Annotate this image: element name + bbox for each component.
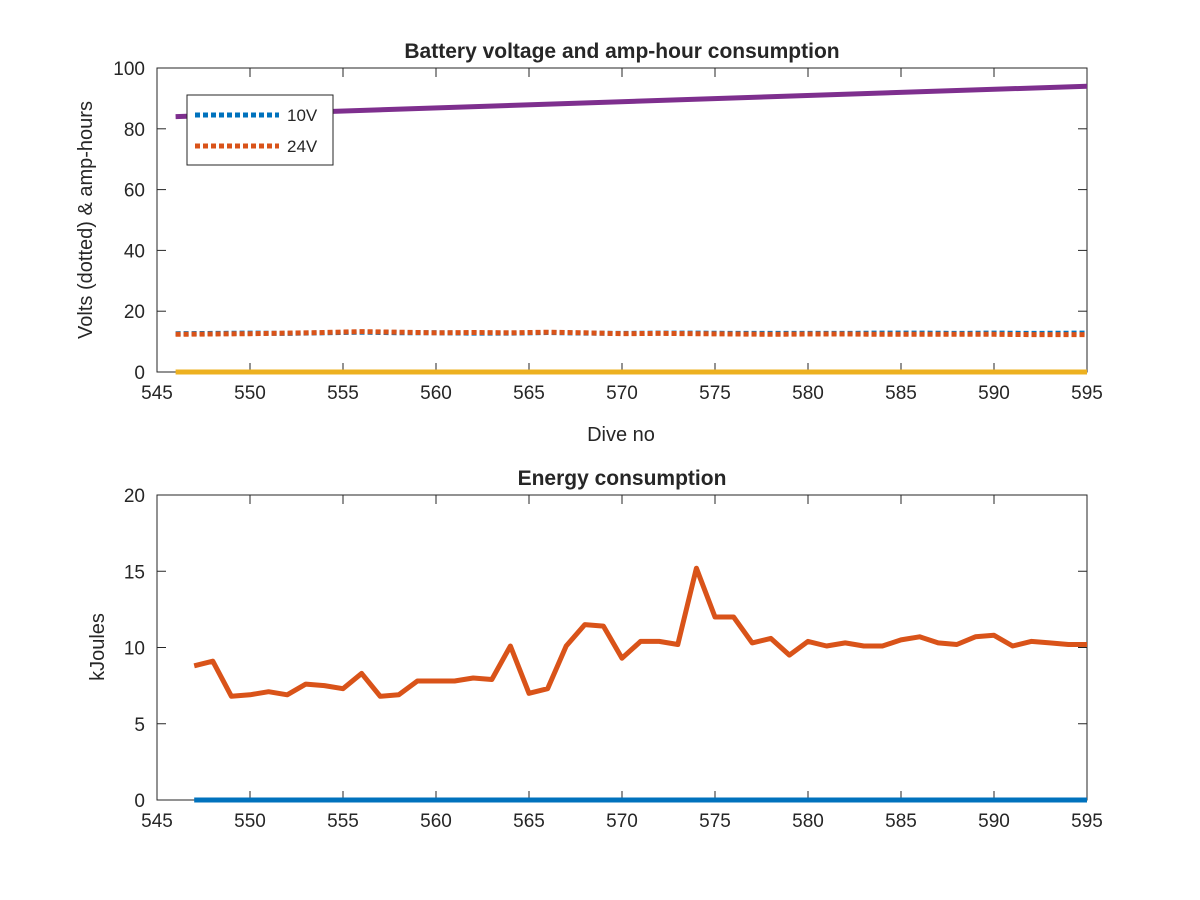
legend: 10V 24V [186, 94, 334, 166]
chart-1-xtick-label: 545 [141, 811, 173, 832]
chart-0-xtick-label: 555 [327, 383, 359, 404]
chart-0-ytick-label: 100 [113, 59, 145, 80]
chart-1-ytick-label: 5 [134, 715, 145, 736]
top-chart: Battery voltage and amp-hour consumption… [75, 40, 1103, 446]
chart-0-ytick-label: 40 [124, 241, 145, 262]
chart-1-xtick-label: 590 [978, 811, 1010, 832]
legend-entry-label: 24V [287, 137, 318, 156]
chart-0-xtick-label: 570 [606, 383, 638, 404]
chart-1-xtick-label: 580 [792, 811, 824, 832]
legend-entry-label: 10V [287, 106, 318, 125]
chart-0-xtick-label: 545 [141, 383, 173, 404]
chart-0-xtick-label: 565 [513, 383, 545, 404]
chart-1-series-line-0 [193, 565, 1087, 699]
chart-1-xtick-label: 550 [234, 811, 266, 832]
chart-1-xtick-label: 570 [606, 811, 638, 832]
chart-0-xtick-label: 585 [885, 383, 917, 404]
bottom-chart-title: Energy consumption [518, 467, 727, 490]
bottom-chart: Energy consumption kJoules 545 550 555 560 5… [87, 467, 1103, 832]
chart-0-series-line-1 [175, 329, 1087, 338]
chart-1-xtick-label: 555 [327, 811, 359, 832]
chart-1-xtick-label: 585 [885, 811, 917, 832]
chart-0-ytick-label: 80 [124, 120, 145, 141]
chart-1-ytick-label: 0 [134, 791, 145, 812]
bottom-chart-ylabel: kJoules [87, 613, 109, 681]
chart-1-ytick-label: 10 [124, 639, 145, 660]
chart-0-xtick-label: 560 [420, 383, 452, 404]
chart-0-xtick-label: 580 [792, 383, 824, 404]
legend-box [186, 94, 334, 166]
chart-1-xtick-label: 595 [1071, 811, 1103, 832]
chart-1-xtick-label: 565 [513, 811, 545, 832]
chart-0-ytick-label: 20 [124, 302, 145, 323]
chart-1-xtick-label: 575 [699, 811, 731, 832]
top-chart-xlabel: Dive no [587, 424, 655, 446]
top-chart-title: Battery voltage and amp-hour consumption [404, 40, 839, 63]
chart-0-xtick-label: 595 [1071, 383, 1103, 404]
chart-1-ytick-label: 15 [124, 562, 145, 583]
chart-1-ytick-label: 20 [124, 486, 145, 507]
chart-0-xtick-label: 550 [234, 383, 266, 404]
chart-0-xtick-label: 590 [978, 383, 1010, 404]
top-chart-ylabel: Volts (dotted) & amp-hours [75, 101, 97, 339]
chart-1-xtick-label: 560 [420, 811, 452, 832]
chart-0-ytick-label: 60 [124, 181, 145, 202]
chart-0-ytick-label: 0 [134, 363, 145, 384]
chart-0-xtick-label: 575 [699, 383, 731, 404]
